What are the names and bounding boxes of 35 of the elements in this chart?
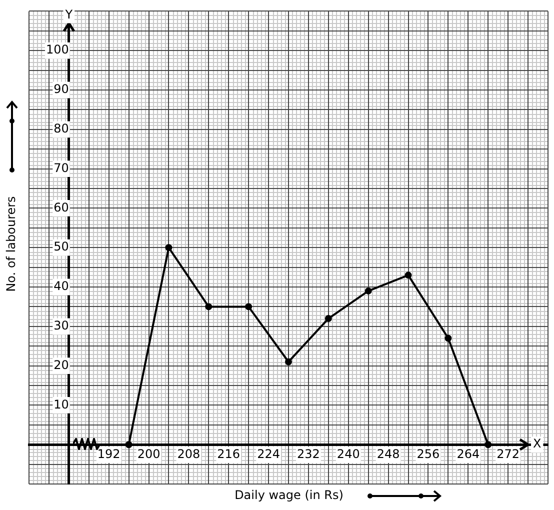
y-tick-label: 60: [54, 200, 69, 214]
point: [165, 244, 172, 252]
point: [245, 303, 252, 310]
x-tick-label: 208: [177, 446, 200, 461]
annotation: Y: [64, 7, 74, 22]
x-tick-label: 264: [456, 446, 480, 461]
point: [125, 441, 132, 448]
x-tick-label: 200: [137, 446, 160, 461]
y-tick-label: 30: [54, 318, 69, 333]
x-tick-label: 248: [376, 446, 400, 461]
point: [324, 315, 332, 322]
x-tick-label: 232: [297, 446, 320, 461]
y-tick-label: 20: [54, 358, 69, 372]
x-tick-label: 216: [217, 446, 240, 461]
y-tick-label: 50: [54, 240, 69, 254]
x-tick-label: 272: [496, 446, 520, 461]
y-tick-label: 80: [54, 122, 69, 136]
annotation: X: [533, 436, 542, 451]
y-tick-label: 100: [46, 42, 69, 57]
y-axis-title: No. of labourers: [4, 196, 18, 292]
point: [285, 358, 292, 366]
point: [205, 303, 212, 310]
x-axis-title: Daily wage (in Rs): [234, 488, 344, 502]
point: [444, 334, 452, 342]
x-tick-label: 224: [257, 446, 280, 461]
x-tick-label: 240: [336, 446, 360, 461]
x-tick-label: 192: [97, 446, 120, 461]
point: [484, 441, 492, 448]
y-tick-label: 10: [54, 397, 69, 412]
point: [364, 287, 372, 294]
x-tick-label: 256: [416, 446, 440, 461]
y-tick-label: 70: [54, 160, 69, 175]
y-tick-label: 40: [54, 279, 69, 294]
point: [404, 272, 412, 279]
y-tick-label: 90: [54, 82, 69, 96]
